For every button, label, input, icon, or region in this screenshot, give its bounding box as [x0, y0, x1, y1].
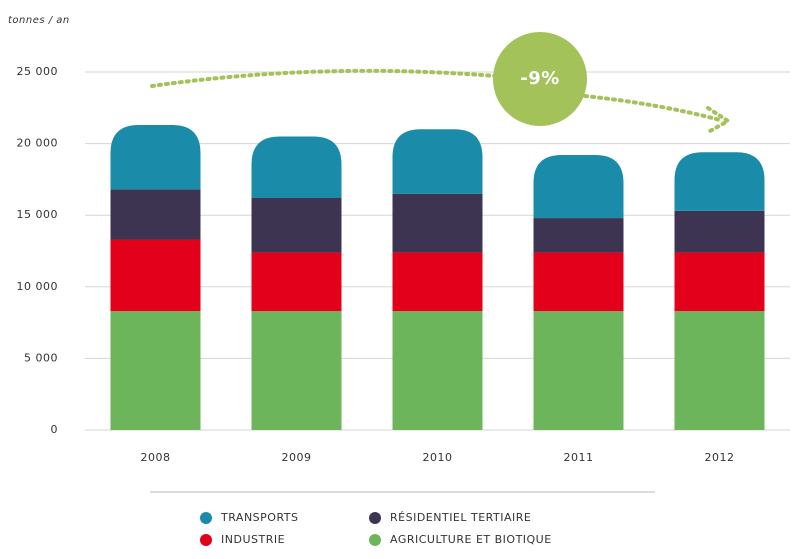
bar-segment: [533, 155, 624, 219]
legend-swatch: [369, 512, 381, 524]
bar-segment: [392, 193, 483, 253]
legend-swatch: [200, 512, 212, 524]
legend-label: INDUSTRIE: [221, 533, 285, 546]
axis-label: tonnes / an: [8, 15, 70, 26]
bar-segment: [533, 218, 624, 253]
bar-segment: [110, 124, 201, 190]
bar-segment: [392, 252, 483, 312]
y-tick-label: 10 000: [17, 280, 59, 293]
bar-segment: [674, 252, 765, 312]
bar-segment: [251, 198, 342, 253]
legend-label: TRANSPORTS: [220, 511, 299, 524]
bar-segment: [110, 311, 201, 430]
bar-segment: [674, 311, 765, 430]
bar-segment: [251, 311, 342, 430]
x-tick-label: 2008: [141, 451, 171, 464]
bar-segment: [533, 252, 624, 312]
bar-segment: [392, 311, 483, 430]
legend-swatch: [369, 534, 381, 546]
arrow-head: [706, 106, 732, 133]
trend-arrow: [150, 68, 497, 88]
y-tick-label: 0: [51, 423, 59, 436]
trend-arrow: [583, 94, 722, 122]
y-tick-label: 20 000: [17, 137, 59, 150]
y-tick-label: 5 000: [24, 351, 58, 364]
bar-segment: [110, 189, 201, 240]
bar-segment: [674, 152, 765, 211]
bar-segment: [533, 311, 624, 430]
x-tick-label: 2012: [705, 451, 735, 464]
annotation: -9%: [520, 68, 560, 89]
y-tick-label: 25 000: [17, 65, 59, 78]
legend-swatch: [200, 534, 212, 546]
y-tick-label: 15 000: [17, 208, 59, 221]
annotation-circle: [493, 32, 587, 126]
bar-segment: [392, 129, 483, 194]
bar-segment: [251, 252, 342, 312]
legend-label: RÉSIDENTIEL TERTIAIRE: [390, 511, 531, 524]
legend-label: AGRICULTURE ET BIOTIQUE: [390, 533, 552, 546]
bar-segment: [674, 210, 765, 253]
bar-segment: [110, 239, 201, 312]
plot: 0 5 000 10 000 15 000 20 000 25 000 2008 2009 20…: [17, 65, 790, 464]
x-tick-label: 2010: [423, 451, 453, 464]
bar-segment: [251, 136, 342, 199]
x-tick-label: 2009: [282, 451, 312, 464]
x-tick-label: 2011: [564, 451, 594, 464]
